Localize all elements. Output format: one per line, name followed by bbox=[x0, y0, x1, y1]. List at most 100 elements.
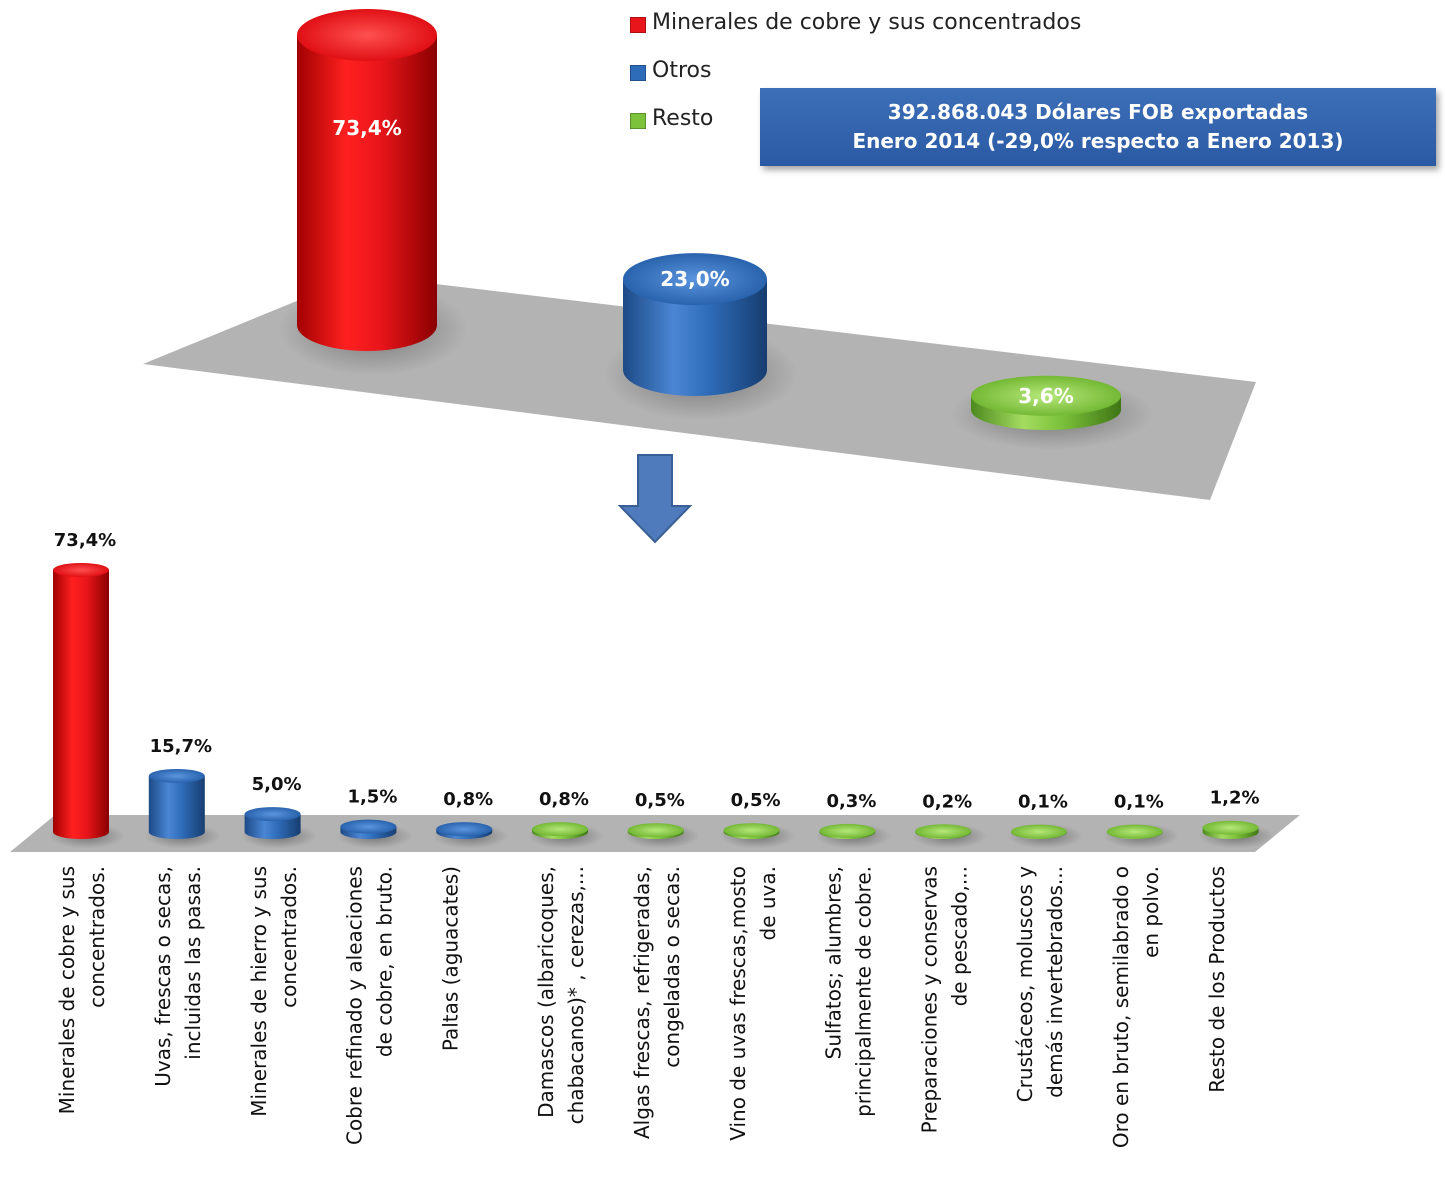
info-box-line2: Enero 2014 (-29,0% respecto a Enero 2013… bbox=[852, 129, 1344, 153]
bar-top bbox=[819, 823, 876, 838]
legend-item: Minerales de cobre y sus concentrados bbox=[630, 10, 1081, 58]
chart-top-value-label: 23,0% bbox=[660, 267, 729, 291]
chart-bottom-value-label: 1,5% bbox=[347, 787, 397, 808]
category-label-line: de uva. bbox=[756, 866, 780, 940]
chart-bottom-category-label: Cobre refinado y aleaciones de cobre, en … bbox=[343, 866, 397, 1145]
bar-top bbox=[627, 823, 684, 838]
legend-item: Resto bbox=[630, 106, 1081, 154]
category-label-line: Sulfatos; alumbres, bbox=[822, 866, 846, 1059]
category-label-line: de pescado,... bbox=[947, 866, 971, 1006]
chart-bottom-value-label: 73,4% bbox=[54, 530, 116, 551]
legend-item: Otros bbox=[630, 58, 1081, 106]
legend-swatch-red bbox=[630, 17, 646, 33]
chart-bottom-category-label: Preparaciones y conservas de pescado,... bbox=[917, 866, 971, 1133]
chart-bottom-value-label: 0,8% bbox=[443, 789, 493, 810]
chart-bottom-category-label: Crustáceos, moluscos y demás invertebrado… bbox=[1013, 866, 1067, 1102]
chart-bottom-bar bbox=[719, 823, 796, 849]
bar-top bbox=[340, 819, 397, 834]
bar-top bbox=[244, 807, 301, 822]
category-label-line: Algas frescas, refrigeradas, bbox=[630, 866, 654, 1139]
bar-top bbox=[723, 823, 780, 838]
chart-bottom-bar bbox=[1103, 823, 1179, 849]
category-label-line: Resto de los Productos bbox=[1205, 866, 1229, 1093]
chart-bottom-category-label: Uvas, frescas o secas, incluidas las pasa… bbox=[151, 866, 205, 1087]
chart-bottom-value-label: 0,5% bbox=[635, 790, 685, 811]
category-label-line: en polvo. bbox=[1139, 866, 1163, 958]
chart-bottom-bar bbox=[815, 823, 892, 849]
bar-top bbox=[623, 253, 767, 306]
chart-bottom-bar bbox=[336, 819, 413, 849]
chart-bottom: 73,4%Minerales de cobre y sus concentrado… bbox=[10, 530, 1300, 1148]
chart-bottom-value-label: 5,0% bbox=[252, 774, 302, 795]
category-label-line: concentrados. bbox=[277, 866, 301, 1008]
chart-bottom-category-label: Minerales de cobre y sus concentrados. bbox=[55, 866, 109, 1114]
bar-top bbox=[1106, 824, 1163, 839]
category-label-line: Vino de uvas frescas,mosto bbox=[726, 866, 750, 1141]
chart-top-bar bbox=[950, 375, 1154, 450]
legend-swatch-green bbox=[630, 113, 646, 129]
chart-bottom-value-label: 0,8% bbox=[539, 789, 589, 810]
bar-top bbox=[532, 822, 588, 837]
chart-bottom-category-label: Sulfatos; alumbres, principalmente de cob… bbox=[822, 866, 876, 1117]
chart-bottom-value-label: 1,2% bbox=[1210, 788, 1260, 809]
category-label-line: demás invertebrados... bbox=[1043, 866, 1067, 1098]
category-label-line: concentrados. bbox=[85, 866, 109, 1008]
category-label-line: Cobre refinado y aleaciones bbox=[343, 866, 367, 1145]
info-box-line1: 392.868.043 Dólares FOB exportadas bbox=[887, 100, 1309, 124]
chart-bottom-bar bbox=[1007, 823, 1083, 849]
bar-top bbox=[148, 768, 205, 783]
legend-label: Resto bbox=[652, 106, 714, 131]
bar-body bbox=[297, 35, 437, 351]
chart-top: 73,4% 23,0% 3,6% bbox=[143, 9, 1256, 500]
chart-bottom-category-label: Paltas (aguacates) bbox=[438, 866, 462, 1051]
chart-bottom-bar bbox=[911, 823, 987, 849]
chart-bottom-category-label: Vino de uvas frescas,mosto de uva. bbox=[726, 866, 780, 1141]
bar-body bbox=[244, 814, 301, 839]
chart-top-bar bbox=[603, 253, 799, 421]
legend-swatch-blue bbox=[630, 65, 646, 81]
bar-top bbox=[1011, 824, 1067, 839]
chart-bottom-category-label: Resto de los Productos bbox=[1205, 866, 1229, 1093]
chart-bottom-category-label: Oro en bruto, semilabrado o en polvo. bbox=[1109, 866, 1163, 1148]
chart-bottom-category-label: Minerales de hierro y sus concentrados. bbox=[247, 866, 301, 1117]
category-label-line: Oro en bruto, semilabrado o bbox=[1109, 866, 1133, 1148]
category-label-line: Damascos (albaricoques, bbox=[534, 866, 558, 1118]
chart-bottom-category-label: Damascos (albaricoques, chabacanos)* , ce… bbox=[534, 866, 588, 1124]
category-label-line: Minerales de hierro y sus bbox=[247, 866, 271, 1117]
category-label-line: congeladas o secas. bbox=[660, 866, 684, 1068]
category-label-line: Paltas (aguacates) bbox=[438, 866, 462, 1051]
chart-bottom-bar bbox=[528, 822, 604, 849]
bar-top bbox=[1202, 820, 1259, 835]
chart-bottom-value-label: 0,5% bbox=[731, 790, 781, 811]
chart-bottom-bar bbox=[240, 807, 317, 849]
chart-bottom-bar bbox=[49, 563, 125, 849]
category-label-line: incluidas las pasas. bbox=[181, 866, 205, 1060]
category-label-line: Preparaciones y conservas bbox=[917, 866, 941, 1133]
chart-bottom-value-label: 0,3% bbox=[826, 791, 876, 812]
category-label-line: Crustáceos, moluscos y bbox=[1013, 866, 1037, 1102]
chart-top-value-label: 3,6% bbox=[1018, 384, 1073, 408]
chart-top-bar bbox=[278, 9, 468, 376]
bar-body bbox=[623, 279, 767, 396]
chart-bottom-bar bbox=[145, 768, 221, 849]
down-arrow-icon bbox=[617, 454, 693, 544]
chart-bottom-value-label: 0,2% bbox=[922, 791, 972, 812]
chart-bottom-value-label: 0,1% bbox=[1114, 792, 1164, 813]
chart-bottom-category-label: Algas frescas, refrigeradas, congeladas o… bbox=[630, 866, 684, 1139]
chart-bottom-bar bbox=[432, 822, 509, 849]
info-box: 392.868.043 Dólares FOB exportadas Enero… bbox=[760, 88, 1436, 166]
bar-top bbox=[971, 375, 1121, 416]
category-label-line: principalmente de cobre. bbox=[852, 866, 876, 1117]
chart-bottom-value-label: 15,7% bbox=[150, 736, 212, 757]
legend-label: Otros bbox=[652, 58, 712, 83]
category-label-line: Uvas, frescas o secas, bbox=[151, 866, 175, 1087]
chart-bottom-bar bbox=[624, 823, 700, 849]
bar-body bbox=[148, 775, 205, 839]
category-label-line: chabacanos)* , cerezas,... bbox=[564, 866, 588, 1124]
category-label-line: Minerales de cobre y sus bbox=[55, 866, 79, 1114]
category-label-line: de cobre, en bruto. bbox=[373, 866, 397, 1057]
bar-top bbox=[915, 824, 972, 839]
legend: Minerales de cobre y sus concentrados Ot… bbox=[630, 10, 1081, 154]
bar-top bbox=[297, 9, 437, 61]
